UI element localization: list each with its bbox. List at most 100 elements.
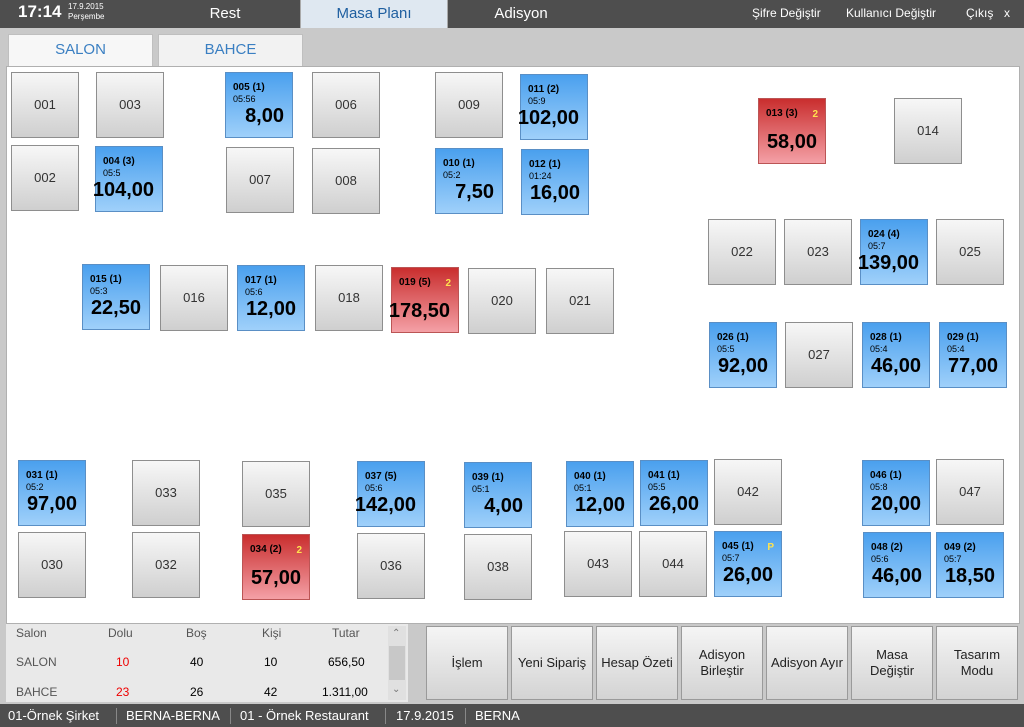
hesap-ozeti-button[interactable]: Hesap Özeti (596, 626, 678, 700)
scroll-thumb[interactable] (389, 646, 405, 680)
masa-degistir-button[interactable]: Masa Değiştir (851, 626, 933, 700)
table-header: 046 (1) (870, 470, 902, 481)
table-048[interactable]: 048 (2) 05:6 46,00 (863, 532, 931, 598)
tab-masa-plani[interactable]: Masa Planı (300, 0, 448, 28)
table-014[interactable]: 014 (894, 98, 962, 164)
table-046[interactable]: 046 (1) 05:8 20,00 (862, 460, 930, 526)
table-amount: 16,00 (529, 182, 580, 204)
table-013[interactable]: 013 (3) 58,00 2 (758, 98, 826, 164)
table-017[interactable]: 017 (1) 05:6 12,00 (237, 265, 305, 331)
table-047[interactable]: 047 (936, 459, 1004, 525)
table-029[interactable]: 029 (1) 05:4 77,00 (939, 322, 1007, 388)
table-010[interactable]: 010 (1) 05:2 7,50 (435, 148, 503, 214)
table-016[interactable]: 016 (160, 265, 228, 331)
table-header: 010 (1) (443, 158, 475, 169)
table-time: 05:2 (443, 170, 461, 180)
table-030[interactable]: 030 (18, 532, 86, 598)
close-button[interactable]: x (1004, 6, 1010, 20)
table-033[interactable]: 033 (132, 460, 200, 526)
tab-rest[interactable]: Rest (209, 5, 241, 22)
table-header: 028 (1) (870, 332, 902, 343)
table-012[interactable]: 012 (1) 01:24 16,00 (521, 149, 589, 215)
table-time: 05:4 (947, 344, 965, 354)
table-031[interactable]: 031 (1) 05:2 97,00 (18, 460, 86, 526)
status-bar: 01-Örnek Şirket BERNA-BERNA 01 - Örnek R… (0, 704, 1024, 727)
table-025[interactable]: 025 (936, 219, 1004, 285)
adisyon-birlestir-button[interactable]: Adisyon Birleştir (681, 626, 763, 700)
table-024[interactable]: 024 (4) 05:7 139,00 (858, 219, 928, 285)
logout-link[interactable]: Çıkış (966, 6, 994, 20)
table-time: 05:9 (528, 96, 546, 106)
summary-header-bos: Boş (186, 626, 207, 640)
adisyon-ayir-button[interactable]: Adisyon Ayır (766, 626, 848, 700)
summary-row-bahce-name: BAHCE (16, 685, 58, 699)
table-036[interactable]: 036 (357, 533, 425, 599)
table-032[interactable]: 032 (132, 532, 200, 598)
table-amount: 57,00 (250, 567, 301, 589)
change-password-link[interactable]: Şifre Değiştir (752, 6, 821, 20)
change-user-link[interactable]: Kullanıcı Değiştir (846, 6, 937, 20)
table-time: 05:7 (722, 553, 740, 563)
table-021[interactable]: 021 (546, 268, 614, 334)
table-026[interactable]: 026 (1) 05:5 92,00 (709, 322, 777, 388)
clock: 17:14 (18, 2, 62, 21)
summary-row-bahce-tutar: 1.311,00 (322, 685, 368, 699)
tab-adisyon[interactable]: Adisyon (494, 5, 548, 22)
table-amount: 104,00 (92, 179, 154, 201)
table-037[interactable]: 037 (5) 05:6 142,00 (355, 461, 425, 527)
table-amount: 12,00 (574, 494, 625, 516)
table-amount: 77,00 (947, 355, 998, 377)
table-011[interactable]: 011 (2) 05:9 102,00 (518, 74, 588, 140)
table-008[interactable]: 008 (312, 148, 380, 214)
scroll-up-icon[interactable]: ⌃ (392, 628, 401, 639)
table-amount: 4,00 (484, 495, 523, 517)
table-028[interactable]: 028 (1) 05:4 46,00 (862, 322, 930, 388)
table-034[interactable]: 034 (2) 57,00 2 (242, 534, 310, 600)
table-007[interactable]: 007 (226, 147, 294, 213)
table-time: 05:2 (26, 482, 44, 492)
table-002[interactable]: 002 (11, 145, 79, 211)
table-amount: 12,00 (245, 298, 296, 320)
table-amount: 46,00 (870, 355, 921, 377)
table-004[interactable]: 004 (3) 05:5 104,00 (92, 146, 163, 212)
table-049[interactable]: 049 (2) 05:7 18,50 (936, 532, 1004, 598)
scroll-down-icon[interactable]: ⌄ (392, 684, 401, 695)
table-header: 048 (2) (871, 542, 903, 553)
table-040[interactable]: 040 (1) 05:1 12,00 (566, 461, 634, 527)
table-020[interactable]: 020 (468, 268, 536, 334)
table-023[interactable]: 023 (784, 219, 852, 285)
table-header: 039 (1) (472, 472, 504, 483)
islem-button[interactable]: İşlem (426, 626, 508, 700)
yeni-siparis-button[interactable]: Yeni Sipariş (511, 626, 593, 700)
table-045[interactable]: 045 (1) 05:7 26,00 P (714, 531, 782, 597)
table-header: 004 (3) (103, 156, 135, 167)
table-041[interactable]: 041 (1) 05:5 26,00 (640, 460, 708, 526)
table-039[interactable]: 039 (1) 05:1 4,00 (464, 462, 532, 528)
table-009[interactable]: 009 (435, 72, 503, 138)
table-022[interactable]: 022 (708, 219, 776, 285)
table-amount: 18,50 (944, 565, 995, 587)
tasarim-modu-button[interactable]: Tasarım Modu (936, 626, 1018, 700)
table-001[interactable]: 001 (11, 72, 79, 138)
status-user: BERNA-BERNA (126, 708, 220, 723)
table-043[interactable]: 043 (564, 531, 632, 597)
table-amount: 46,00 (871, 565, 922, 587)
table-035[interactable]: 035 (242, 461, 310, 527)
table-006[interactable]: 006 (312, 72, 380, 138)
table-042[interactable]: 042 (714, 459, 782, 525)
table-027[interactable]: 027 (785, 322, 853, 388)
tab-salon[interactable]: SALON (8, 34, 153, 66)
table-003[interactable]: 003 (96, 72, 164, 138)
table-015[interactable]: 015 (1) 05:3 22,50 (82, 264, 150, 330)
status-divider (465, 708, 466, 724)
table-038[interactable]: 038 (464, 534, 532, 600)
summary-scrollbar[interactable]: ⌃ ⌄ (388, 626, 406, 700)
table-044[interactable]: 044 (639, 531, 707, 597)
table-019[interactable]: 019 (5) 178,50 2 (389, 267, 459, 333)
table-018[interactable]: 018 (315, 265, 383, 331)
table-header: 040 (1) (574, 471, 606, 482)
tab-bahce[interactable]: BAHCE (158, 34, 303, 66)
table-005[interactable]: 005 (1) 05:56 8,00 (225, 72, 293, 138)
table-header: 049 (2) (944, 542, 976, 553)
status-divider (230, 708, 231, 724)
